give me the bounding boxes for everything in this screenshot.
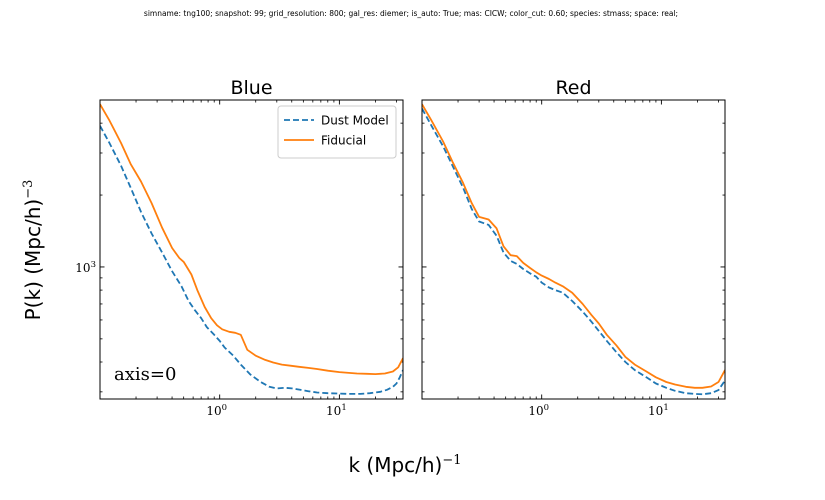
- x-tick-label: 101: [648, 403, 669, 418]
- panel-title: Red: [555, 77, 591, 99]
- series-line-dust-model: [422, 108, 725, 396]
- x-axis-label: k (Mpc/h)−1: [348, 453, 461, 477]
- panel-annotation: axis=0: [114, 364, 176, 385]
- plot-frame: [421, 99, 726, 400]
- legend-box: [277, 105, 397, 159]
- y-axis-label-text: P(k) (Mpc/h): [21, 199, 45, 321]
- panel-title: Blue: [230, 77, 272, 99]
- legend-label: Fiducial: [321, 134, 366, 148]
- x-tick-label: 101: [326, 403, 347, 418]
- series-line-dust-model: [100, 125, 403, 395]
- y-tick-label: 103: [75, 260, 96, 275]
- x-tick-label: 100: [528, 403, 549, 418]
- legend: Dust Model Fiducial: [277, 105, 397, 159]
- plot-frame: [99, 99, 404, 400]
- x-axis-label-exponent: −1: [442, 453, 461, 468]
- legend-label: Dust Model: [321, 114, 389, 128]
- x-axis-label-text: k (Mpc/h): [348, 453, 442, 477]
- x-tick-label: 100: [206, 403, 227, 418]
- panel-red: Red 100 101: [421, 77, 726, 418]
- figure-suptitle: simname: tng100; snapshot: 99; grid_reso…: [144, 9, 678, 18]
- series-line-fiducial: [100, 103, 403, 375]
- panel-blue: Blue 100 101 103 axis=0 Dust Model Fiducial: [75, 77, 404, 418]
- y-axis-label-exponent: −3: [21, 180, 36, 199]
- series-line-fiducial: [422, 103, 725, 389]
- y-axis-label: P(k) (Mpc/h)−3: [21, 180, 45, 321]
